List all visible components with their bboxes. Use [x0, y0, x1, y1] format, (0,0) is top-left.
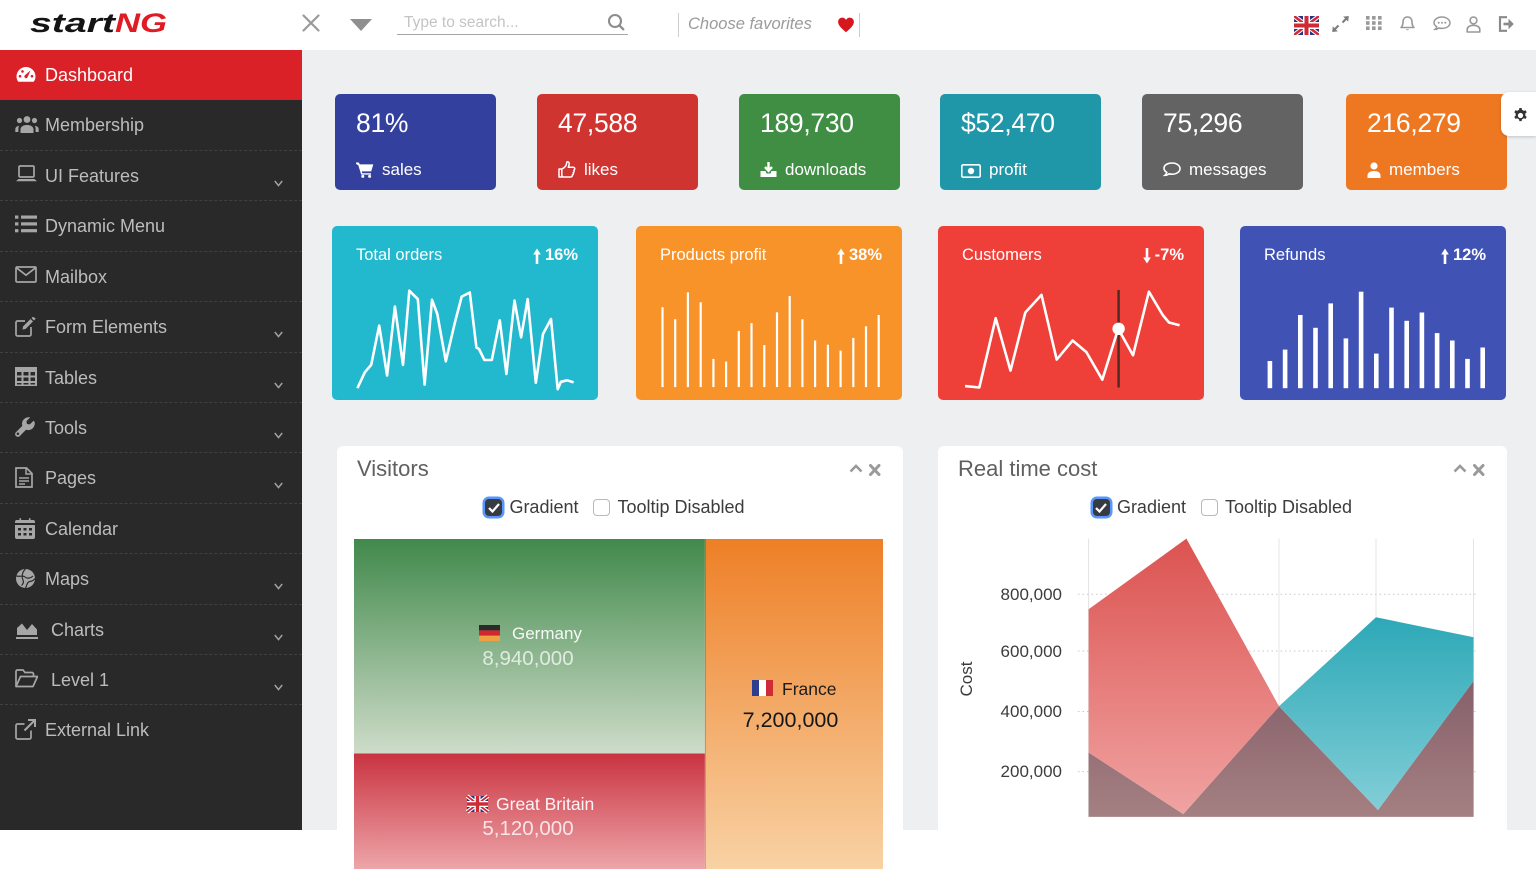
- svg-text:800,000: 800,000: [1001, 585, 1062, 604]
- svg-text:400,000: 400,000: [1001, 702, 1062, 721]
- svg-text:startNG: startNG: [30, 8, 167, 38]
- svg-text:7,200,000: 7,200,000: [743, 708, 839, 732]
- svg-text:Great Britain: Great Britain: [496, 794, 594, 814]
- svg-text:5,120,000: 5,120,000: [482, 817, 573, 840]
- svg-text:France: France: [782, 679, 836, 699]
- svg-text:600,000: 600,000: [1001, 642, 1062, 661]
- svg-text:Germany: Germany: [512, 624, 582, 643]
- svg-text:Cost: Cost: [957, 661, 976, 696]
- svg-text:8,940,000: 8,940,000: [482, 647, 573, 670]
- svg-text:200,000: 200,000: [1001, 762, 1062, 781]
